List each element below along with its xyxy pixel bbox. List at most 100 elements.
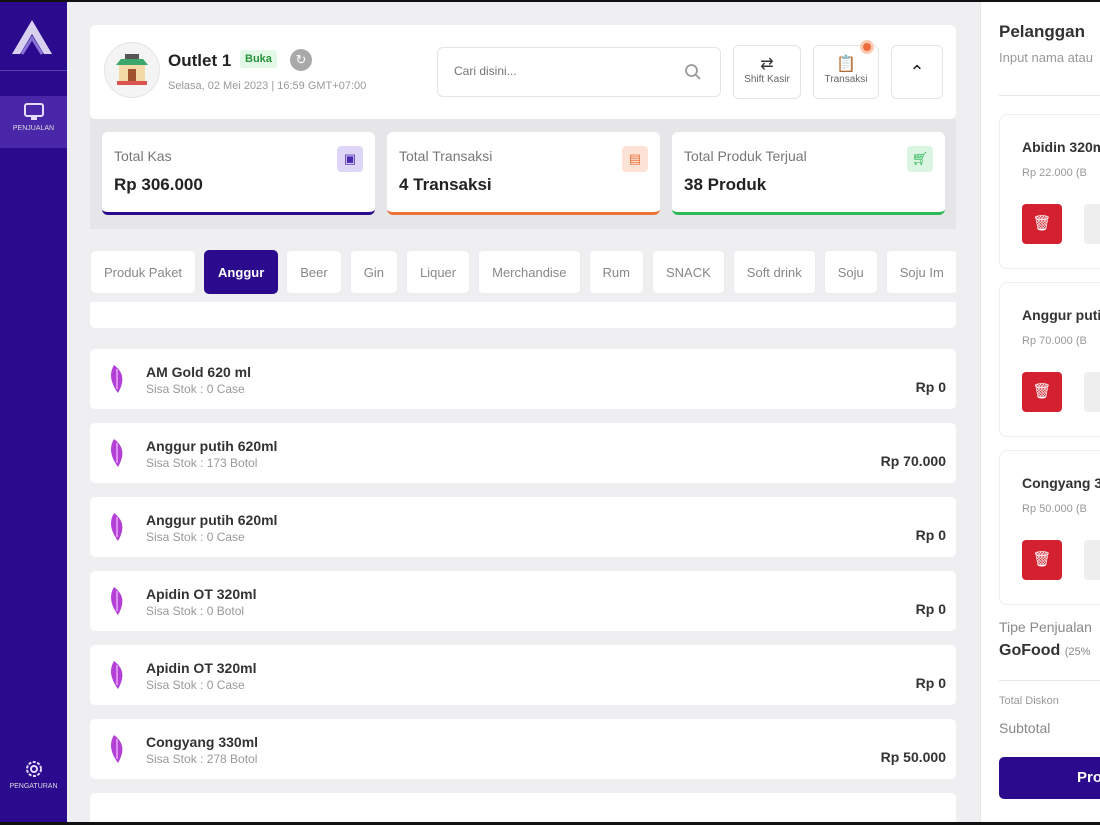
- trash-icon[interactable]: 🗑︎: [1022, 372, 1062, 412]
- product-stock: Sisa Stok : 0 Case: [146, 382, 245, 396]
- sales-type-value[interactable]: GoFood (25%: [999, 642, 1090, 660]
- gear-icon: [25, 761, 42, 777]
- minus-button[interactable]: −: [1084, 540, 1100, 580]
- product-price: Rp 0: [915, 527, 946, 543]
- search-box[interactable]: [437, 47, 721, 97]
- minus-button[interactable]: −: [1084, 204, 1100, 244]
- product-stock: Sisa Stok : 0 Case: [146, 678, 245, 692]
- tab-produk-paket[interactable]: Produk Paket: [90, 250, 197, 294]
- search-icon[interactable]: [684, 63, 702, 81]
- grape-icon: [111, 735, 123, 763]
- divider: [0, 70, 67, 71]
- sidebar-item-penjualan[interactable]: PENJUALAN: [0, 96, 67, 148]
- sidebar: PENJUALAN PENGATURAN: [0, 2, 67, 822]
- tab-soju[interactable]: Soju: [823, 250, 878, 294]
- sales-type-label: Tipe Penjualan: [999, 619, 1092, 635]
- outlet-name: Outlet 1: [168, 51, 232, 70]
- tab-merchandise[interactable]: Merchandise: [478, 250, 581, 294]
- sales-type-note: (25%: [1064, 646, 1091, 658]
- app-logo: [12, 20, 52, 55]
- swap-icon: ⇄: [760, 56, 774, 73]
- refresh-icon[interactable]: ↻: [290, 49, 312, 71]
- transaksi-label: Transaksi: [824, 74, 868, 85]
- tab-snack[interactable]: SNACK: [652, 250, 725, 294]
- cart-item-name: Anggur putih: [1022, 307, 1100, 323]
- stat-total-produk: Total Produk Terjual 38 Produk 🛒︎: [672, 132, 945, 215]
- product-price: Rp 70.000: [880, 453, 946, 469]
- grape-icon: [111, 439, 123, 467]
- tab-anggur[interactable]: Anggur: [204, 250, 279, 294]
- notification-dot: [860, 40, 874, 54]
- product-item-partial[interactable]: [90, 793, 956, 822]
- cart-icon: 🛒︎: [907, 146, 933, 172]
- product-list: AM Gold 620 ml Sisa Stok : 0 Case Rp 0 Ang…: [90, 302, 956, 822]
- chevron-up-icon: ⌃: [909, 62, 925, 82]
- tab-beer[interactable]: Beer: [286, 250, 342, 294]
- tab-soju-im[interactable]: Soju Im: [885, 250, 956, 294]
- cash-icon: ▤: [622, 146, 648, 172]
- product-name: Anggur putih 620ml: [146, 438, 278, 454]
- total-discount-label: Total Diskon: [999, 695, 1059, 707]
- product-item[interactable]: Apidin OT 320ml Sisa Stok : 0 Case Rp 0: [90, 645, 956, 705]
- trash-icon[interactable]: 🗑︎: [1022, 204, 1062, 244]
- product-price: Rp 0: [915, 379, 946, 395]
- cart-item-price: Rp 22.000 (B: [1022, 167, 1087, 179]
- product-name: Apidin OT 320ml: [146, 660, 257, 676]
- stat-total-transaksi: Total Transaksi 4 Transaksi ▤: [387, 132, 660, 215]
- product-item[interactable]: Anggur putih 620ml Sisa Stok : 0 Case Rp 0: [90, 497, 956, 557]
- product-price: Rp 0: [915, 601, 946, 617]
- collapse-button[interactable]: ⌃: [891, 45, 943, 99]
- header: Outlet 1 Buka ↻ Selasa, 02 Mei 2023 | 16…: [90, 25, 956, 119]
- sidebar-item-pengaturan[interactable]: PENGATURAN: [0, 752, 67, 804]
- product-item-partial[interactable]: [90, 302, 956, 328]
- process-button[interactable]: Proses: [999, 757, 1100, 799]
- tab-gin[interactable]: Gin: [349, 250, 398, 294]
- subtotal-label: Subtotal: [999, 720, 1051, 736]
- sales-type: GoFood: [999, 642, 1061, 659]
- tab-rum[interactable]: Rum: [588, 250, 644, 294]
- product-item[interactable]: AM Gold 620 ml Sisa Stok : 0 Case Rp 0: [90, 349, 956, 409]
- sidebar-item-label: PENJUALAN: [12, 125, 55, 132]
- category-tabs: Produk Paket Anggur Beer Gin Liquer Merchandi…: [90, 250, 956, 296]
- search-input[interactable]: [454, 64, 674, 78]
- stats-bar: Total Kas Rp 306.000 ▣ Total Transaksi 4…: [90, 119, 956, 229]
- product-stock: Sisa Stok : 0 Botol: [146, 604, 245, 618]
- customer-input-hint[interactable]: Input nama atau: [999, 50, 1093, 65]
- product-price: Rp 0: [915, 675, 946, 691]
- tab-soft-drink[interactable]: Soft drink: [732, 250, 816, 294]
- product-item[interactable]: Anggur putih 620ml Sisa Stok : 173 Botol R…: [90, 423, 956, 483]
- trash-icon[interactable]: 🗑︎: [1022, 540, 1062, 580]
- stat-label: Total Kas: [114, 148, 172, 164]
- stat-value: 4 Transaksi: [399, 175, 492, 194]
- status-badge: Buka: [240, 50, 277, 68]
- cart-item: Abidin 320ml Rp 22.000 (B 🗑︎−: [999, 114, 1100, 269]
- product-name: Congyang 330ml: [146, 734, 259, 750]
- cart-item-name: Congyang 3: [1022, 475, 1100, 491]
- product-stock: Sisa Stok : 173 Botol: [146, 456, 258, 470]
- minus-button[interactable]: −: [1084, 372, 1100, 412]
- product-name: Anggur putih 620ml: [146, 512, 278, 528]
- shift-kasir-button[interactable]: ⇄ Shift Kasir: [733, 45, 801, 99]
- cart-item: Anggur putih Rp 70.000 (B 🗑︎−: [999, 282, 1100, 437]
- outlet-avatar: [104, 42, 160, 98]
- transaksi-button[interactable]: 📋 Transaksi: [813, 40, 879, 99]
- cart-item: Congyang 3 Rp 50.000 (B 🗑︎−: [999, 450, 1100, 605]
- shift-kasir-label: Shift Kasir: [744, 74, 790, 85]
- grape-icon: [111, 365, 123, 393]
- customer-title: Pelanggan: [999, 22, 1085, 41]
- stat-label: Total Produk Terjual: [684, 148, 807, 164]
- product-price: Rp 50.000: [880, 749, 946, 765]
- clipboard-icon: 📋: [836, 56, 856, 73]
- stat-label: Total Transaksi: [399, 148, 493, 164]
- sidebar-item-label: PENGATURAN: [9, 783, 58, 790]
- stat-value: 38 Produk: [684, 175, 767, 194]
- cart-panel: Pelanggan Input nama atau Abidin 320ml Rp…: [980, 2, 1100, 822]
- product-item[interactable]: Apidin OT 320ml Sisa Stok : 0 Botol Rp 0: [90, 571, 956, 631]
- product-item[interactable]: Congyang 330ml Sisa Stok : 278 Botol Rp 50…: [90, 719, 956, 779]
- grape-icon: [111, 587, 123, 615]
- tab-liquer[interactable]: Liquer: [405, 250, 471, 294]
- divider: [999, 95, 1100, 96]
- cart-item-price: Rp 70.000 (B: [1022, 335, 1087, 347]
- product-stock: Sisa Stok : 278 Botol: [146, 752, 258, 766]
